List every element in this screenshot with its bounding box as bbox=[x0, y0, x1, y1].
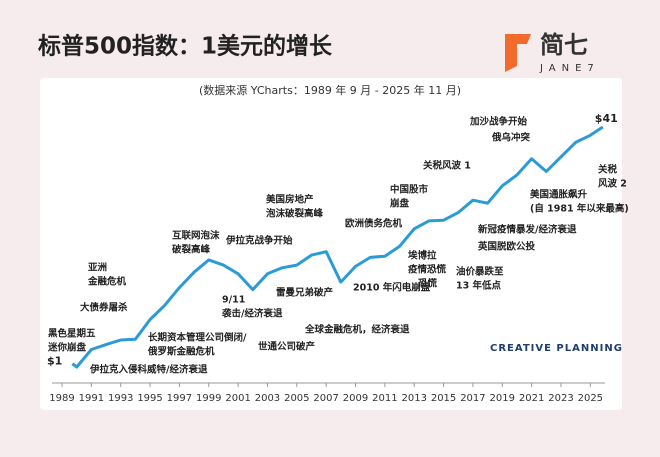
x-tick-label: 2019 bbox=[490, 393, 515, 404]
annotation: 2010 年闪电崩盘 bbox=[353, 282, 431, 294]
annotation: 伊拉克入侵科威特/经济衰退 bbox=[89, 364, 208, 376]
x-tick-label: 2013 bbox=[401, 393, 426, 404]
watermark: CREATIVE PLANNING bbox=[490, 343, 623, 354]
annotation: 黑色星期五 bbox=[48, 328, 96, 340]
annotation: 雷曼兄弟破产 bbox=[276, 287, 334, 299]
annotation: 伊拉克战争开始 bbox=[225, 235, 293, 247]
annotation: 破裂高峰 bbox=[172, 244, 211, 256]
x-tick-label: 2005 bbox=[284, 393, 309, 404]
annotation: 英国脱欧公投 bbox=[478, 241, 536, 253]
annotation: 世通公司破产 bbox=[258, 341, 316, 353]
x-tick-label: 2009 bbox=[343, 393, 368, 404]
annotation: 迷你崩盘 bbox=[47, 342, 87, 354]
x-tick-label: 2011 bbox=[372, 393, 397, 404]
series-line bbox=[71, 125, 604, 369]
annotation: 泡沫破裂高峰 bbox=[266, 208, 324, 220]
annotation: 9/11 bbox=[222, 295, 245, 306]
x-tick-label: 1989 bbox=[49, 393, 74, 404]
x-tick-label: 1991 bbox=[79, 393, 104, 404]
x-tick-label: 1999 bbox=[196, 393, 221, 404]
x-tick-label: 2001 bbox=[225, 393, 250, 404]
page-title: 标普500指数：1美元的增长 bbox=[38, 33, 333, 60]
annotation: 13 年低点 bbox=[456, 280, 502, 292]
annotation: 恐慌 bbox=[418, 278, 438, 290]
logo-sub: JANE7 bbox=[539, 63, 600, 74]
annotation: 中国股市 bbox=[390, 184, 429, 196]
annotation: 加沙战争开始 bbox=[469, 116, 528, 128]
annotation: 金融危机 bbox=[87, 276, 127, 288]
logo-text: 简七 bbox=[540, 31, 588, 59]
annotation: 埃博拉 bbox=[408, 250, 437, 262]
x-tick-label: 2023 bbox=[548, 393, 573, 404]
annotation: 崩盘 bbox=[390, 198, 410, 210]
annotation: 俄罗斯金融危机 bbox=[147, 346, 215, 358]
annotation: 全球金融危机，经济衰退 bbox=[304, 324, 410, 336]
logo-icon bbox=[505, 34, 531, 72]
x-tick-label: 2025 bbox=[578, 393, 603, 404]
x-tick-label: 1997 bbox=[167, 393, 192, 404]
x-tick-label: 2017 bbox=[460, 393, 485, 404]
value-label: $41 bbox=[595, 112, 618, 125]
annotation: 美国房地产 bbox=[265, 194, 314, 206]
annotation: 欧洲债务危机 bbox=[345, 218, 403, 230]
annotation: 亚洲 bbox=[88, 263, 107, 274]
x-tick-label: 2021 bbox=[519, 393, 544, 404]
annotation: 袭击/经济衰退 bbox=[221, 308, 283, 320]
annotation: 新冠疫情暴发/经济衰退 bbox=[478, 224, 577, 236]
annotation: 互联网泡沫 bbox=[172, 230, 220, 242]
annotation: 大债券屠杀 bbox=[80, 302, 128, 314]
x-tick-label: 1993 bbox=[108, 393, 133, 404]
x-tick-label: 2015 bbox=[431, 393, 456, 404]
annotation: 关税 bbox=[598, 164, 618, 176]
chart-card bbox=[40, 78, 622, 410]
annotation: 风波 2 bbox=[598, 178, 627, 190]
annotation: 长期资本管理公司倒闭/ bbox=[148, 332, 247, 344]
annotation: 关税风波 1 bbox=[423, 160, 471, 172]
annotation: 俄乌冲突 bbox=[491, 132, 531, 144]
annotation: (自 1981 年以来最高) bbox=[530, 203, 629, 215]
subtitle: (数据来源 YCharts：1989 年 9 月 - 2025 年 11 月) bbox=[199, 83, 461, 97]
x-tick-label: 1995 bbox=[137, 393, 162, 404]
annotation: 油价暴跌至 bbox=[456, 266, 504, 278]
value-label: $1 bbox=[47, 355, 62, 368]
annotation: 美国通胀飙升 bbox=[529, 189, 588, 201]
x-tick-label: 2003 bbox=[255, 393, 280, 404]
annotation: 疫情恐慌 bbox=[408, 264, 447, 276]
x-tick-label: 2007 bbox=[313, 393, 338, 404]
